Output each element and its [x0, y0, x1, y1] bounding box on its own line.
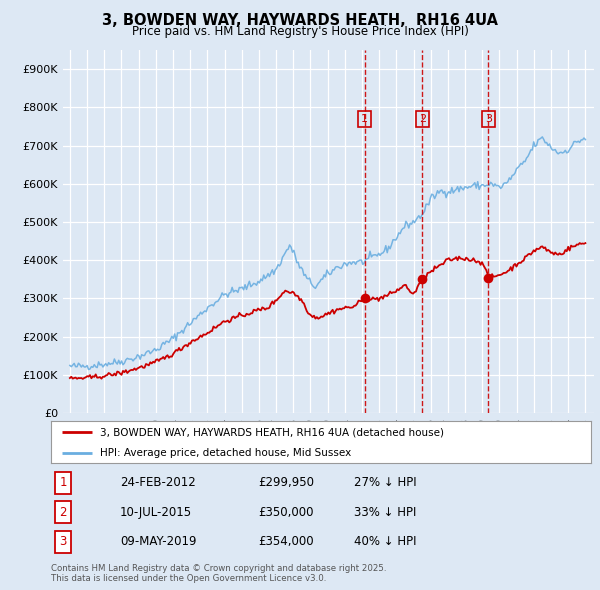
- Text: 1: 1: [59, 476, 67, 489]
- Text: 33% ↓ HPI: 33% ↓ HPI: [354, 506, 416, 519]
- Text: £299,950: £299,950: [258, 476, 314, 489]
- Text: £354,000: £354,000: [258, 535, 314, 548]
- Text: 2: 2: [419, 114, 426, 124]
- Text: £350,000: £350,000: [258, 506, 314, 519]
- Text: 09-MAY-2019: 09-MAY-2019: [120, 535, 197, 548]
- Text: 3, BOWDEN WAY, HAYWARDS HEATH,  RH16 4UA: 3, BOWDEN WAY, HAYWARDS HEATH, RH16 4UA: [102, 13, 498, 28]
- Text: Price paid vs. HM Land Registry's House Price Index (HPI): Price paid vs. HM Land Registry's House …: [131, 25, 469, 38]
- Text: 40% ↓ HPI: 40% ↓ HPI: [354, 535, 416, 548]
- Text: 2: 2: [59, 506, 67, 519]
- Text: 1: 1: [361, 114, 368, 124]
- Text: 3: 3: [485, 114, 492, 124]
- Text: HPI: Average price, detached house, Mid Sussex: HPI: Average price, detached house, Mid …: [100, 448, 351, 457]
- Text: Contains HM Land Registry data © Crown copyright and database right 2025.
This d: Contains HM Land Registry data © Crown c…: [51, 563, 386, 583]
- Text: 24-FEB-2012: 24-FEB-2012: [120, 476, 196, 489]
- Text: 10-JUL-2015: 10-JUL-2015: [120, 506, 192, 519]
- Text: 3, BOWDEN WAY, HAYWARDS HEATH, RH16 4UA (detached house): 3, BOWDEN WAY, HAYWARDS HEATH, RH16 4UA …: [100, 427, 443, 437]
- Text: 3: 3: [59, 535, 67, 548]
- Text: 27% ↓ HPI: 27% ↓ HPI: [354, 476, 416, 489]
